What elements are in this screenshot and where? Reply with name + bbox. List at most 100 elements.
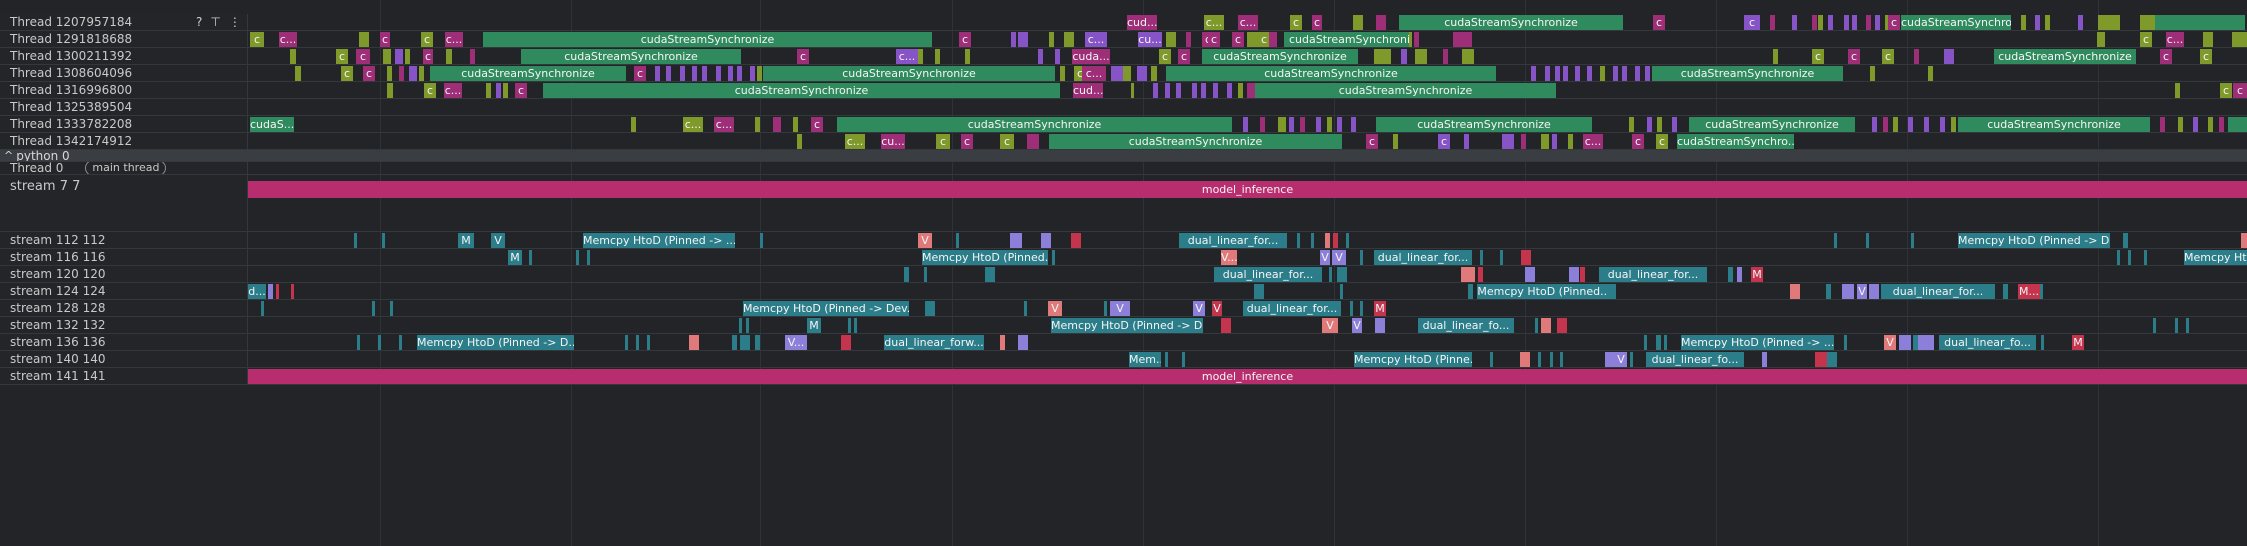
trace-slice[interactable] <box>1914 49 1919 64</box>
trace-slice[interactable] <box>1647 117 1652 132</box>
trace-slice[interactable]: dual_linear_fo... <box>1939 335 2036 350</box>
track-timeline[interactable] <box>248 150 2247 161</box>
trace-slice[interactable] <box>1842 284 1854 299</box>
trace-slice[interactable] <box>2228 117 2247 132</box>
trace-slice[interactable]: cudaStreamSynchronize <box>430 66 626 81</box>
trace-slice[interactable] <box>692 66 697 81</box>
trace-slice[interactable] <box>1568 134 1573 149</box>
trace-slice[interactable] <box>1289 117 1294 132</box>
track-row[interactable]: Thread 1333782208 cudaS... c... c... c cudaSt… <box>0 116 2247 133</box>
trace-slice[interactable] <box>390 301 393 316</box>
trace-slice[interactable] <box>1337 267 1347 282</box>
trace-slice[interactable] <box>1520 352 1530 367</box>
trace-slice[interactable] <box>2155 15 2245 30</box>
trace-slice[interactable] <box>1153 83 1158 98</box>
trace-slice[interactable] <box>1908 117 1913 132</box>
trace-slice[interactable]: cudaStreamSynchronize <box>1166 66 1496 81</box>
trace-slice[interactable] <box>1468 284 1473 299</box>
trace-slice[interactable] <box>1374 49 1384 64</box>
trace-slice[interactable] <box>1535 318 1538 333</box>
trace-slice[interactable] <box>2153 318 2156 333</box>
trace-slice[interactable] <box>2219 117 2224 132</box>
track-timeline[interactable]: model_inference <box>248 368 2247 384</box>
trace-slice[interactable] <box>1460 32 1472 47</box>
trace-slice[interactable]: dual_linear_for... <box>1243 301 1341 316</box>
trace-slice[interactable] <box>737 66 742 81</box>
trace-slice[interactable] <box>2241 233 2247 248</box>
trace-slice[interactable]: c <box>2140 32 2152 47</box>
trace-slice[interactable]: c <box>1888 15 1900 30</box>
trace-slice[interactable] <box>2021 15 2026 30</box>
track-timeline[interactable]: c c cudaStreamSynchronize c cudaStreamSynchr… <box>248 65 2247 81</box>
track-row[interactable]: Thread 1308604096 c c cudaStreamSynchronize… <box>0 65 2247 82</box>
trace-slice[interactable] <box>1351 117 1356 132</box>
trace-slice[interactable]: dual_linear_for... <box>1179 233 1287 248</box>
trace-slice[interactable] <box>359 32 369 47</box>
trace-slice[interactable]: c... <box>2166 32 2184 47</box>
trace-slice[interactable]: c <box>380 32 390 47</box>
trace-slice[interactable] <box>1827 352 1837 367</box>
trace-slice[interactable]: Memcpy HtoD (Pinned -> D... <box>417 335 574 350</box>
trace-slice[interactable] <box>2117 250 2120 265</box>
trace-slice[interactable] <box>1131 83 1134 98</box>
trace-slice[interactable]: c <box>797 49 809 64</box>
trace-slice[interactable] <box>1563 66 1568 81</box>
trace-slice[interactable] <box>1165 83 1170 98</box>
trace-slice[interactable] <box>383 49 391 64</box>
trace-slice[interactable]: cudaStreamSynchronize <box>1994 49 2136 64</box>
trace-slice[interactable]: dual_linear_for... <box>1214 267 1322 282</box>
trace-slice[interactable] <box>1538 352 1541 367</box>
trace-slice[interactable]: Memcpy HtoD (Pinned... <box>922 250 1048 265</box>
trace-slice[interactable] <box>2203 32 2213 47</box>
trace-slice[interactable] <box>1316 117 1321 132</box>
trace-slice[interactable]: V <box>1352 318 1362 333</box>
trace-slice[interactable] <box>1024 301 1027 316</box>
trace-slice[interactable]: dual_linear_forw... <box>884 335 984 350</box>
trace-slice[interactable] <box>1480 250 1483 265</box>
trace-slice[interactable]: c... <box>1583 134 1603 149</box>
trace-slice[interactable]: V <box>1110 301 1130 316</box>
trace-slice[interactable] <box>1872 117 1877 132</box>
trace-slice[interactable]: cudaStreamSynchronize <box>1255 83 1556 98</box>
trace-slice[interactable] <box>924 267 927 282</box>
trace-slice[interactable] <box>1490 352 1493 367</box>
trace-slice[interactable]: c <box>1848 49 1860 64</box>
trace-slice[interactable] <box>378 335 381 350</box>
trace-slice[interactable] <box>1818 15 1823 30</box>
track-timeline[interactable]: c c c cudaStreamSynchronize c c... cuda... c c cu… <box>248 48 2247 64</box>
trace-slice[interactable]: V <box>1332 250 1346 265</box>
trace-slice[interactable]: cuda... <box>1072 49 1110 64</box>
trace-slice[interactable] <box>740 335 750 350</box>
trace-slice[interactable]: dual_linear_fo... <box>1418 318 1514 333</box>
trace-slice[interactable] <box>1773 49 1778 64</box>
trace-slice[interactable]: c <box>1259 32 1269 47</box>
trace-slice[interactable]: c... <box>1204 15 1224 30</box>
trace-slice[interactable]: M <box>1374 301 1386 316</box>
trace-slice[interactable] <box>1297 233 1300 248</box>
trace-slice[interactable] <box>576 250 579 265</box>
trace-slice[interactable] <box>2097 32 2105 47</box>
trace-slice[interactable]: V <box>1212 301 1222 316</box>
trace-slice[interactable] <box>848 318 851 333</box>
trace-slice[interactable] <box>1541 134 1549 149</box>
trace-slice[interactable] <box>1038 49 1043 64</box>
trace-slice[interactable] <box>965 49 970 64</box>
trace-slice[interactable]: Memcpy HtoD (Pinne... <box>1354 352 1472 367</box>
track-row[interactable]: stream 112 112 M V Memcpy HtoD (Pinned -> .… <box>0 232 2247 249</box>
trace-slice[interactable] <box>1243 117 1248 132</box>
trace-slice[interactable] <box>1300 117 1305 132</box>
trace-slice[interactable] <box>2178 117 2183 132</box>
trace-slice[interactable]: dual_linear_for... <box>1374 250 1472 265</box>
trace-slice[interactable] <box>1557 318 1567 333</box>
trace-slice[interactable] <box>496 83 501 98</box>
trace-slice[interactable]: cudaStreamSynchronize <box>1901 15 2011 30</box>
trace-slice[interactable] <box>1464 134 1469 149</box>
trace-slice[interactable] <box>2208 117 2213 132</box>
trace-slice[interactable] <box>2040 284 2043 299</box>
trace-slice[interactable]: M <box>508 250 522 265</box>
trace-slice[interactable] <box>261 301 264 316</box>
trace-slice[interactable] <box>1575 66 1580 81</box>
trace-slice[interactable] <box>757 66 762 81</box>
track-timeline[interactable]: Memcpy HtoD (Pinned -> D... V... dual_line… <box>248 334 2247 350</box>
